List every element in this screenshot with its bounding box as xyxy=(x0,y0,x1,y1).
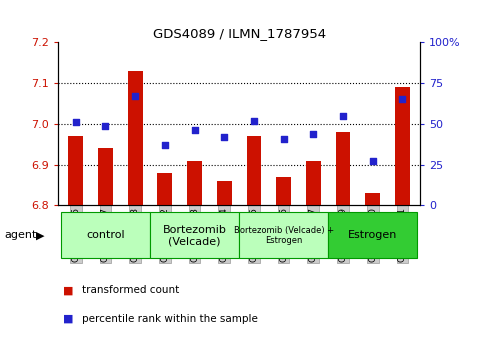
Bar xyxy=(336,132,351,205)
Point xyxy=(131,93,139,99)
Bar xyxy=(306,161,321,205)
Bar xyxy=(69,136,83,205)
Point xyxy=(72,119,80,125)
Bar xyxy=(128,71,142,205)
Point xyxy=(220,134,228,140)
Bar xyxy=(157,173,172,205)
Text: agent: agent xyxy=(5,230,37,240)
Point xyxy=(101,123,109,129)
Text: percentile rank within the sample: percentile rank within the sample xyxy=(82,314,258,324)
Text: Bortezomib
(Velcade): Bortezomib (Velcade) xyxy=(163,224,227,246)
Bar xyxy=(187,161,202,205)
Point xyxy=(191,127,199,133)
FancyBboxPatch shape xyxy=(328,212,417,258)
Text: control: control xyxy=(86,230,125,240)
Point xyxy=(161,142,169,148)
Text: ■: ■ xyxy=(63,314,73,324)
Text: ■: ■ xyxy=(63,285,73,295)
FancyBboxPatch shape xyxy=(150,212,239,258)
Bar xyxy=(98,148,113,205)
Point xyxy=(339,113,347,119)
Text: transformed count: transformed count xyxy=(82,285,179,295)
Point xyxy=(310,131,317,137)
Point xyxy=(369,159,377,164)
Point xyxy=(398,97,406,102)
Point xyxy=(250,118,258,124)
Bar xyxy=(365,193,380,205)
Text: ▶: ▶ xyxy=(36,230,45,240)
FancyBboxPatch shape xyxy=(239,212,328,258)
Bar xyxy=(246,136,261,205)
Text: Bortezomib (Velcade) +
Estrogen: Bortezomib (Velcade) + Estrogen xyxy=(234,226,334,245)
FancyBboxPatch shape xyxy=(61,212,150,258)
Point xyxy=(280,136,287,141)
Bar xyxy=(276,177,291,205)
Bar xyxy=(217,181,232,205)
Text: Estrogen: Estrogen xyxy=(348,230,398,240)
Bar xyxy=(395,87,410,205)
Title: GDS4089 / ILMN_1787954: GDS4089 / ILMN_1787954 xyxy=(153,27,326,40)
